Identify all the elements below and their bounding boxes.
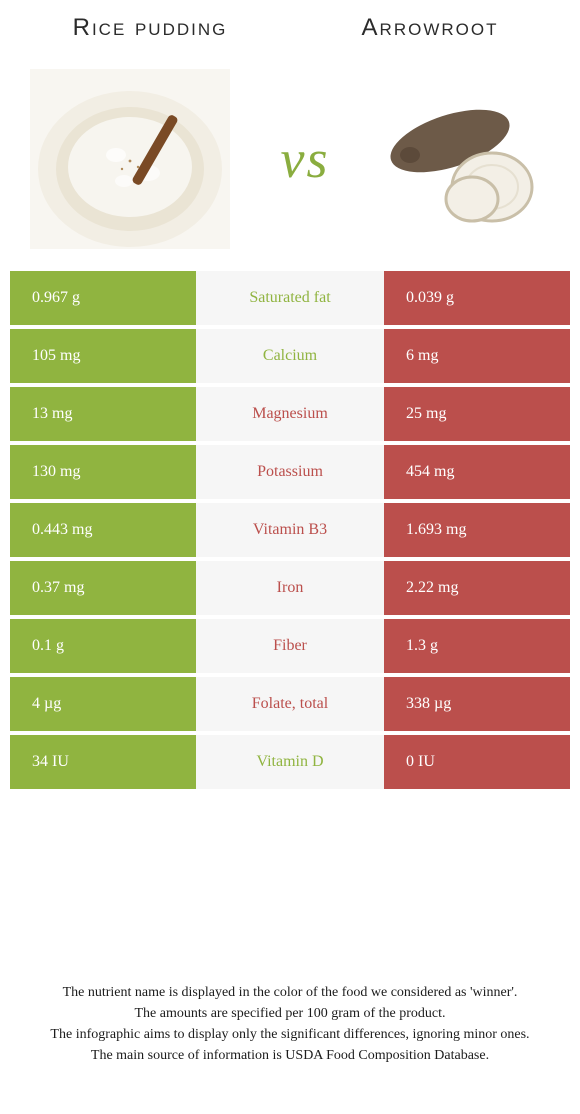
right-value: 1.693 mg <box>384 503 570 557</box>
nutrient-name: Vitamin D <box>196 735 384 789</box>
right-food-title: Arrowroot <box>290 14 570 43</box>
nutrient-name: Magnesium <box>196 387 384 441</box>
left-food-image <box>30 69 230 249</box>
right-value: 1.3 g <box>384 619 570 673</box>
nutrient-name: Iron <box>196 561 384 615</box>
left-food-title: Rice pudding <box>10 14 290 43</box>
footer-line: The main source of information is USDA F… <box>18 1047 562 1066</box>
left-value: 0.443 mg <box>10 503 196 557</box>
arrowroot-icon <box>380 69 550 249</box>
nutrient-name: Vitamin B3 <box>196 503 384 557</box>
left-value: 13 mg <box>10 387 196 441</box>
nutrient-name: Fiber <box>196 619 384 673</box>
right-food-image <box>380 69 550 249</box>
table-row: 105 mgCalcium6 mg <box>10 329 570 383</box>
footer-line: The nutrient name is displayed in the co… <box>18 984 562 1003</box>
table-row: 0.37 mgIron2.22 mg <box>10 561 570 615</box>
right-value: 454 mg <box>384 445 570 499</box>
table-row: 0.967 gSaturated fat0.039 g <box>10 271 570 325</box>
table-row: 4 µgFolate, total338 µg <box>10 677 570 731</box>
infographic-container: Rice pudding Arrowroot vs <box>0 0 580 1114</box>
right-value: 6 mg <box>384 329 570 383</box>
left-value: 4 µg <box>10 677 196 731</box>
nutrient-name: Potassium <box>196 445 384 499</box>
footer-line: The amounts are specified per 100 gram o… <box>18 1005 562 1024</box>
right-value: 25 mg <box>384 387 570 441</box>
rice-pudding-icon <box>30 69 230 249</box>
table-row: 130 mgPotassium454 mg <box>10 445 570 499</box>
table-row: 13 mgMagnesium25 mg <box>10 387 570 441</box>
left-value: 0.967 g <box>10 271 196 325</box>
titles-row: Rice pudding Arrowroot <box>10 14 570 43</box>
left-value: 105 mg <box>10 329 196 383</box>
left-value: 34 IU <box>10 735 196 789</box>
nutrient-table: 0.967 gSaturated fat0.039 g105 mgCalcium… <box>10 271 570 789</box>
nutrient-name: Calcium <box>196 329 384 383</box>
images-row: vs <box>10 61 570 271</box>
left-value: 130 mg <box>10 445 196 499</box>
right-value: 0 IU <box>384 735 570 789</box>
left-value: 0.37 mg <box>10 561 196 615</box>
nutrient-name: Saturated fat <box>196 271 384 325</box>
footer-notes: The nutrient name is displayed in the co… <box>18 984 562 1068</box>
right-value: 338 µg <box>384 677 570 731</box>
left-value: 0.1 g <box>10 619 196 673</box>
nutrient-name: Folate, total <box>196 677 384 731</box>
table-row: 34 IUVitamin D0 IU <box>10 735 570 789</box>
right-value: 0.039 g <box>384 271 570 325</box>
table-row: 0.443 mgVitamin B31.693 mg <box>10 503 570 557</box>
right-value: 2.22 mg <box>384 561 570 615</box>
vs-label: vs <box>281 128 330 190</box>
table-row: 0.1 gFiber1.3 g <box>10 619 570 673</box>
footer-line: The infographic aims to display only the… <box>18 1026 562 1045</box>
